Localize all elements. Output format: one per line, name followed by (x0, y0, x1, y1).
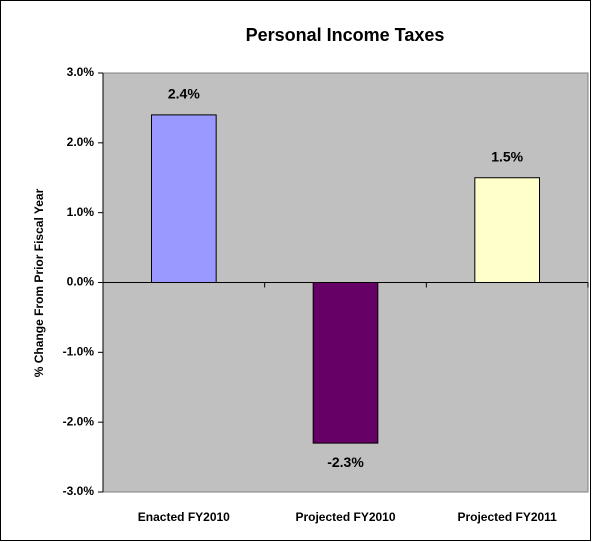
y-tick-label: -2.0% (63, 414, 95, 428)
x-tick-label: Projected FY2010 (295, 510, 395, 524)
y-tick-label: 0.0% (67, 275, 95, 289)
y-tick-label: -3.0% (63, 484, 95, 498)
y-tick-label: 2.0% (67, 135, 95, 149)
y-tick-label: 3.0% (67, 65, 95, 79)
y-tick-label: 1.0% (67, 205, 95, 219)
y-axis-label: % Change From Prior Fiscal Year (32, 188, 46, 377)
data-label: 2.4% (168, 86, 200, 102)
x-tick-label: Enacted FY2010 (138, 510, 230, 524)
bar (151, 114, 217, 284)
y-tick-label: -1.0% (63, 345, 95, 359)
bar (312, 282, 379, 444)
bar (474, 177, 541, 283)
x-tick-label: Projected FY2011 (457, 510, 557, 524)
data-label: 1.5% (491, 148, 523, 164)
data-label: -2.3% (327, 454, 364, 470)
chart-title: Personal Income Taxes (246, 25, 445, 45)
